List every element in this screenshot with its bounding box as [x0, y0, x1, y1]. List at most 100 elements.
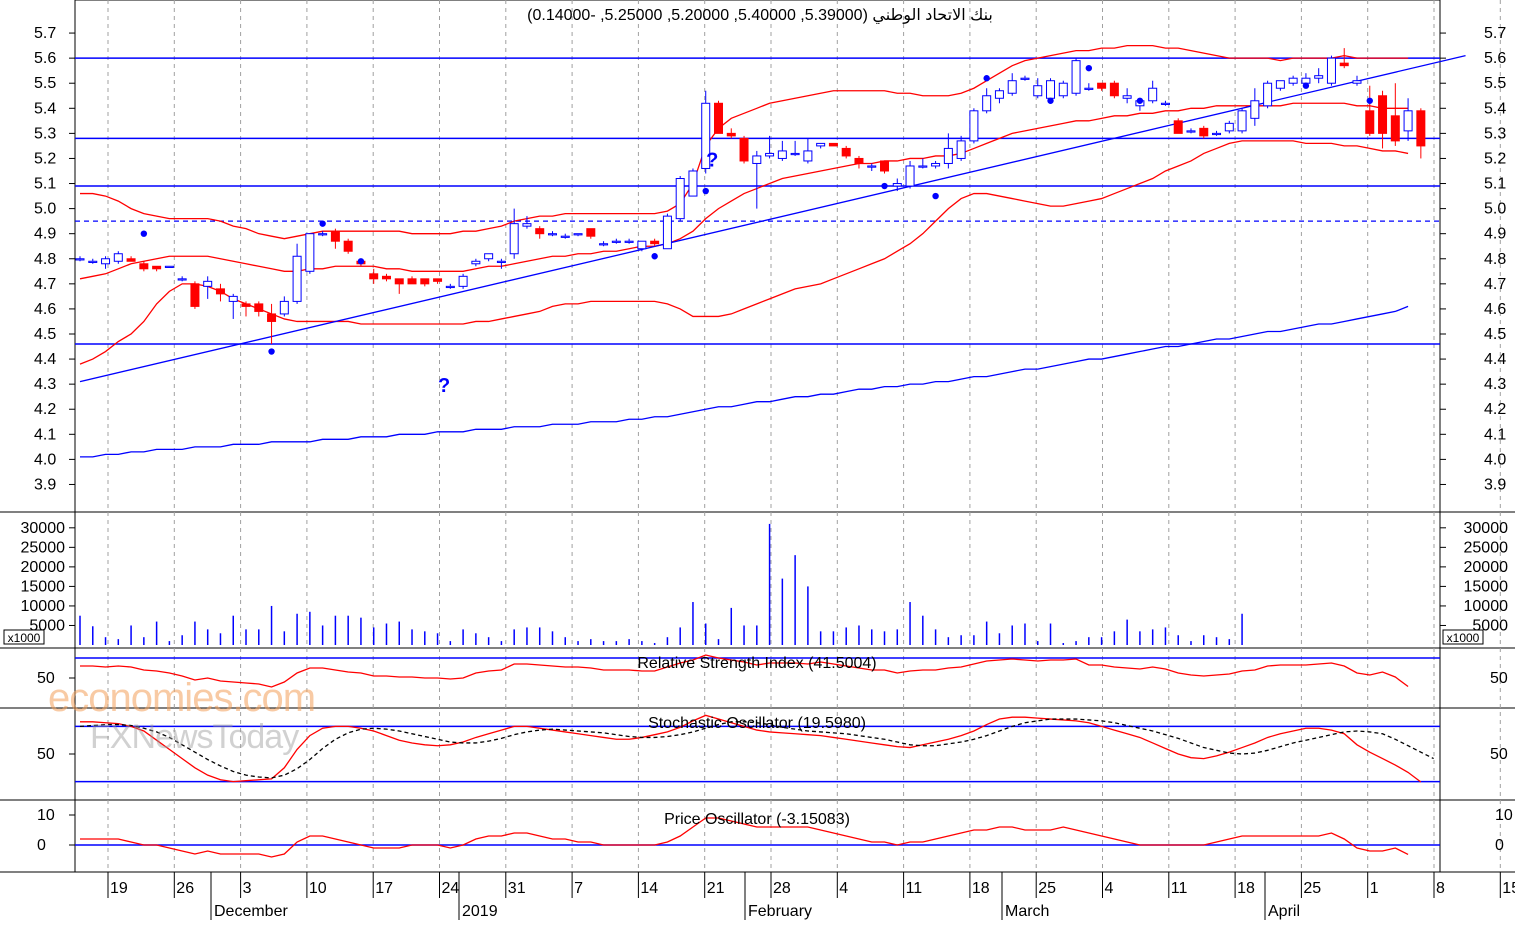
- signal-dot: [881, 182, 888, 190]
- stochastic-main-line: [80, 714, 1422, 783]
- candle-body: [931, 162, 941, 167]
- candle-body: [1314, 75, 1324, 79]
- candle-body: [152, 265, 162, 270]
- x-tick-label: 15: [1502, 880, 1515, 897]
- volume-tick-label-right: 25000: [1464, 539, 1509, 556]
- candle-body: [1071, 60, 1081, 94]
- candle-body: [1097, 82, 1107, 89]
- rsi-tick-label-right: 50: [1490, 670, 1508, 687]
- candle-body: [305, 233, 315, 272]
- question-mark: ?: [438, 375, 450, 397]
- volume-unit-box-left: [3, 629, 45, 645]
- candle-body: [1301, 77, 1311, 84]
- chart-title: بنك الاتحاد الوطني (5.39000, 5.40000, 5.…: [527, 7, 993, 25]
- candle-body: [1263, 82, 1273, 107]
- candle-body: [75, 258, 85, 261]
- candle-body: [1212, 132, 1222, 136]
- candle-body: [292, 255, 302, 302]
- candle-body: [1365, 110, 1375, 134]
- candle-body: [828, 142, 838, 147]
- candle-body: [420, 278, 430, 285]
- x-tick-label: 17: [375, 880, 393, 897]
- signal-dot: [1136, 97, 1144, 104]
- stochastic-signal-line: [79, 718, 1434, 779]
- candle-body: [573, 233, 583, 236]
- x-tick-label: 4: [839, 880, 848, 897]
- y-tick-label-left: 5.5: [34, 75, 56, 92]
- volume-tick-label-left: 20000: [21, 559, 66, 576]
- candle-body: [611, 240, 621, 243]
- y-tick-label-right: 3.9: [1484, 476, 1506, 493]
- trendline: [79, 54, 1466, 383]
- candle-body: [1352, 80, 1362, 84]
- candle-body: [1058, 82, 1068, 97]
- candle-body: [1224, 122, 1234, 132]
- signal-dot: [983, 75, 990, 82]
- stochastic-tick-label-left: 50: [37, 746, 55, 763]
- y-tick-label-left: 5.1: [34, 176, 56, 193]
- candle-body: [777, 150, 787, 159]
- candle-body: [880, 160, 890, 172]
- oscillator-tick-label-right: 0: [1495, 837, 1504, 854]
- candle-body: [1084, 87, 1094, 90]
- candle-body: [1186, 130, 1196, 133]
- candle-body: [1199, 127, 1209, 137]
- candle-body: [765, 152, 775, 157]
- volume-unit-box-right: [1442, 629, 1484, 645]
- candle-body: [126, 258, 136, 262]
- x-tick-label: 11: [1171, 880, 1188, 897]
- candle-body: [139, 263, 149, 270]
- bollinger-band-mid: [79, 102, 1409, 280]
- y-tick-label-left: 4.3: [34, 376, 56, 393]
- x-tick-label: 19: [110, 880, 128, 897]
- candle-body: [190, 283, 200, 307]
- candle-body: [522, 223, 532, 227]
- x-tick-label: 3: [243, 880, 252, 897]
- candle-body: [1390, 115, 1400, 142]
- y-tick-label-left: 5.3: [34, 125, 56, 142]
- candle-body: [1033, 85, 1043, 97]
- y-tick-label-left: 4.8: [34, 251, 56, 268]
- candle-body: [1416, 110, 1426, 147]
- candle-body: [892, 183, 902, 187]
- candle-body: [994, 90, 1004, 99]
- candle-body: [433, 278, 443, 282]
- candle-body: [381, 275, 391, 280]
- candle-body: [215, 288, 225, 295]
- volume-tick-label-left: 15000: [21, 578, 66, 595]
- candle-body: [330, 230, 340, 242]
- x-tick-label: 7: [574, 880, 583, 897]
- candle-body: [560, 235, 570, 238]
- y-tick-label-right: 5.2: [1484, 150, 1506, 167]
- candle-body: [586, 228, 596, 237]
- oscillator-title: Price Oscillator (-3.15083): [664, 811, 850, 828]
- y-tick-label-left: 5.6: [34, 50, 56, 67]
- candle-body: [407, 278, 417, 285]
- signal-dot: [319, 220, 326, 227]
- bollinger-band-lower: [79, 140, 1409, 365]
- month-label: March: [1005, 903, 1049, 920]
- y-tick-label-left: 4.1: [34, 426, 56, 443]
- signal-dot: [932, 192, 939, 200]
- oscillator-tick-label-left: 10: [37, 807, 55, 824]
- y-tick-label-left: 4.5: [34, 326, 56, 343]
- candle-body: [445, 285, 455, 289]
- signal-dot: [651, 253, 658, 260]
- candle-body: [1160, 102, 1170, 105]
- candle-body: [113, 253, 123, 262]
- candle-body: [177, 278, 187, 281]
- candle-body: [394, 278, 404, 285]
- x-tick-label: 4: [1105, 880, 1114, 897]
- y-tick-label-right: 5.5: [1484, 75, 1506, 92]
- month-label: 2019: [462, 903, 498, 920]
- candle-body: [101, 258, 111, 265]
- x-tick-label: 28: [773, 880, 791, 897]
- y-tick-label-right: 4.7: [1484, 276, 1506, 293]
- rsi-title: Relative Strength Index (41.5004): [637, 655, 876, 672]
- y-tick-label-right: 4.5: [1484, 326, 1506, 343]
- signal-dot: [1302, 82, 1310, 89]
- y-tick-label-right: 4.1: [1484, 426, 1506, 443]
- candle-body: [1148, 87, 1158, 102]
- candle-body: [714, 102, 723, 134]
- candle-body: [599, 243, 609, 246]
